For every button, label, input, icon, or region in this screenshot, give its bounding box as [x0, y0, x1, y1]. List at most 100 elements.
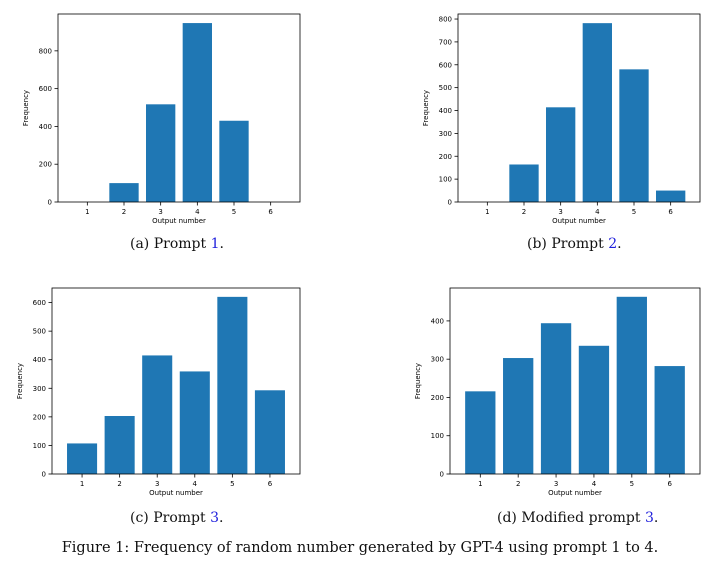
y-tick-label-b-500: 500: [439, 84, 452, 92]
caption-a-prefix: (a) Prompt: [130, 236, 211, 252]
x-tick-label-a-2: 2: [122, 208, 126, 216]
y-tick-label-c-0: 0: [42, 471, 46, 479]
x-tick-label-b-3: 3: [558, 208, 562, 216]
bar-b-4: [582, 23, 612, 203]
x-tick-label-d-5: 5: [630, 480, 634, 488]
bar-b-6: [656, 190, 686, 202]
bar-b-3: [546, 107, 576, 202]
caption-b: (b) Prompt 2.: [527, 236, 622, 252]
bar-c-2: [104, 416, 135, 474]
bar-d-1: [465, 391, 496, 474]
y-tick-label-d-200: 200: [431, 394, 444, 402]
x-tick-label-a-4: 4: [195, 208, 200, 216]
x-tick-label-a-3: 3: [158, 208, 162, 216]
y-tick-label-b-0: 0: [448, 199, 452, 207]
y-tick-label-d-300: 300: [431, 356, 444, 364]
x-tick-label-d-3: 3: [554, 480, 558, 488]
bar-a-4: [182, 23, 212, 202]
y-tick-label-b-300: 300: [439, 130, 452, 138]
y-tick-label-c-400: 400: [33, 356, 46, 364]
bar-c-6: [254, 390, 285, 474]
caption-b-prefix: (b) Prompt: [527, 236, 609, 252]
bar-a-2: [109, 183, 139, 202]
x-tick-label-d-1: 1: [478, 480, 482, 488]
x-tick-label-c-2: 2: [117, 480, 121, 488]
y-tick-label-d-0: 0: [440, 471, 444, 479]
x-axis-label-a: Output number: [152, 217, 206, 225]
axes-frame-c: [51, 287, 301, 475]
caption-c-suffix: .: [219, 510, 224, 526]
caption-a-suffix: .: [219, 236, 224, 252]
chart-panel-a: 1 2 3 4 5 6 0 200 400 600 800 Output number Frequenc…: [22, 13, 301, 225]
caption-a: (a) Prompt 1.: [130, 236, 224, 252]
y-tick-label-b-100: 100: [439, 176, 452, 184]
caption-b-suffix: .: [617, 236, 622, 252]
y-tick-label-b-200: 200: [439, 153, 452, 161]
chart-panel-c: 1 2 3 4 5 6 0 100 200 300 400 500 600 Output number Fr…: [16, 287, 301, 497]
caption-b-ref-link[interactable]: 2: [608, 236, 618, 252]
y-tick-label-a-800: 800: [39, 47, 52, 55]
chart-panel-b: 1 2 3 4 5 6 0 100 200 300 400 500 600 700 800 Output nu…: [422, 13, 701, 225]
bar-b-2: [509, 164, 539, 202]
y-tick-label-a-600: 600: [39, 85, 52, 93]
caption-c-ref-link[interactable]: 3: [210, 510, 219, 526]
y-tick-label-a-200: 200: [39, 161, 52, 169]
caption-c: (c) Prompt 3.: [130, 510, 223, 526]
caption-a-ref-link[interactable]: 1: [210, 236, 220, 252]
y-tick-label-a-400: 400: [39, 123, 52, 131]
x-tick-label-b-4: 4: [595, 208, 600, 216]
x-tick-label-b-6: 6: [668, 208, 673, 216]
caption-d: (d) Modified prompt 3.: [497, 510, 658, 526]
x-tick-label-c-6: 6: [268, 480, 273, 488]
chart-panel-d: 1 2 3 4 5 6 0 100 200 300 400 Output number Frequenc…: [414, 287, 701, 497]
y-tick-label-c-500: 500: [33, 328, 46, 336]
bar-c-1: [67, 443, 98, 474]
y-axis-label-d: Frequency: [414, 363, 422, 399]
y-tick-label-d-100: 100: [431, 432, 444, 440]
axes-frame-a: [57, 13, 301, 203]
bar-d-3: [540, 323, 572, 474]
x-tick-label-b-5: 5: [632, 208, 636, 216]
bar-d-5: [616, 296, 647, 474]
bar-d-4: [578, 345, 610, 474]
axes-frame-d: [449, 287, 701, 475]
y-tick-label-d-400: 400: [431, 317, 444, 325]
bar-c-3: [142, 355, 173, 474]
x-tick-label-c-3: 3: [155, 480, 159, 488]
x-tick-label-d-4: 4: [592, 480, 597, 488]
bar-d-2: [503, 358, 534, 474]
x-axis-label-d: Output number: [548, 489, 602, 497]
x-tick-label-a-6: 6: [268, 208, 273, 216]
x-tick-label-c-5: 5: [230, 480, 234, 488]
axes-frame-b: [457, 13, 701, 203]
x-tick-label-c-1: 1: [80, 480, 84, 488]
bar-a-5: [219, 120, 249, 202]
bar-c-5: [217, 296, 248, 474]
y-tick-label-a-0: 0: [48, 199, 52, 207]
x-tick-label-b-2: 2: [522, 208, 526, 216]
bar-d-6: [654, 366, 685, 474]
caption-c-prefix: (c) Prompt: [130, 510, 211, 526]
y-axis-label-b: Frequency: [422, 90, 430, 126]
caption-d-prefix: (d) Modified prompt: [497, 510, 645, 526]
y-tick-label-c-600: 600: [33, 299, 46, 307]
y-tick-label-b-600: 600: [439, 61, 452, 69]
y-tick-label-b-400: 400: [439, 107, 452, 115]
caption-d-ref-link[interactable]: 3: [644, 510, 654, 526]
figure-caption: Figure 1: Frequency of random number gen…: [61, 540, 659, 556]
y-tick-label-b-700: 700: [439, 38, 452, 46]
x-axis-label-b: Output number: [552, 217, 606, 225]
y-tick-label-c-100: 100: [33, 442, 46, 450]
y-axis-label-c: Frequency: [16, 363, 24, 399]
x-tick-label-a-1: 1: [85, 208, 89, 216]
bar-c-4: [179, 371, 210, 474]
bar-a-3: [146, 104, 176, 202]
x-tick-label-c-4: 4: [193, 480, 198, 488]
x-tick-label-d-6: 6: [667, 480, 672, 488]
caption-d-suffix: .: [653, 510, 659, 526]
y-tick-label-c-300: 300: [33, 385, 46, 393]
y-tick-label-b-800: 800: [439, 16, 452, 24]
bar-b-5: [619, 69, 649, 202]
x-axis-label-c: Output number: [149, 489, 203, 497]
